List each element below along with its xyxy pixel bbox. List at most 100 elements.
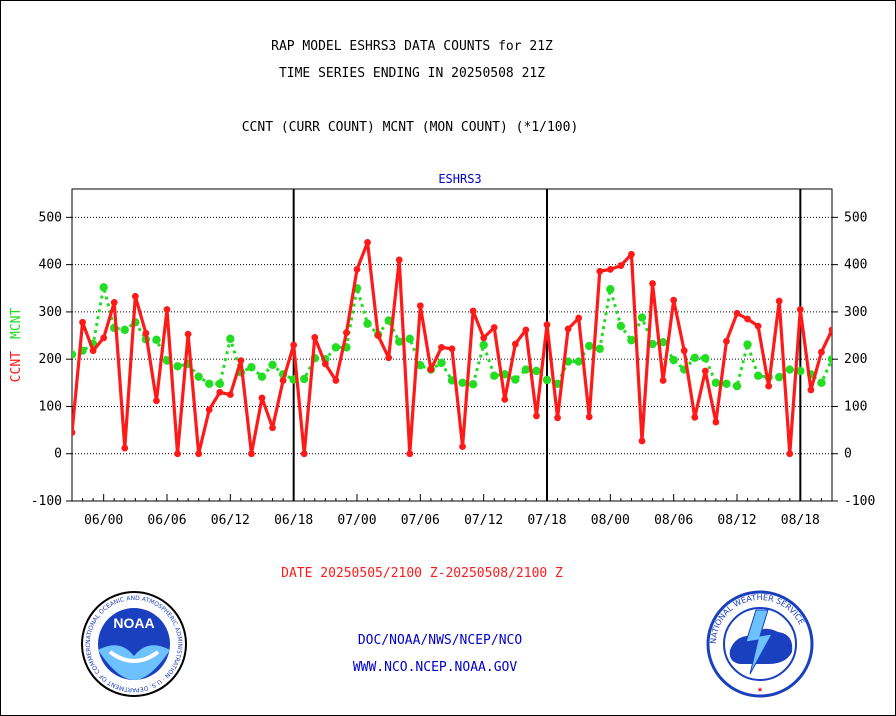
ccnt-point [680,347,688,355]
axes [66,188,838,502]
y-tick-label-left: -100 [31,494,62,509]
ccnt-point [786,450,794,458]
mcnt-point [521,365,531,374]
ccnt-point [226,391,234,399]
y-axis-label: CCNT MCNT [9,308,24,383]
ccnt-point [258,394,266,402]
mcnt-point [595,344,604,353]
mcnt-point [732,381,742,391]
y-tick-label-left: 0 [54,447,62,462]
mcnt-point [247,363,256,372]
mcnt-point [490,371,499,380]
mcnt-point [205,379,214,388]
mcnt-point [384,316,393,325]
mcnt-point [669,355,678,365]
ccnt-point [712,418,720,426]
ccnt-point [395,256,403,264]
ccnt-series [72,239,832,458]
ccnt-point [511,340,519,348]
ccnt-point [649,280,656,287]
mcnt-point [817,378,826,388]
ccnt-point [659,377,667,384]
mcnt-point [585,341,594,351]
ccnt-point [733,309,741,317]
ccnt-point [343,329,350,337]
ccnt-point [828,326,832,334]
mcnt-point [363,319,372,328]
ccnt-point [153,397,160,405]
mcnt-point [405,334,414,344]
ccnt-point [469,307,477,315]
ccnt-point [575,314,583,322]
ccnt-point [638,437,646,445]
mcnt-point [416,361,425,370]
mcnt-point [226,334,235,344]
ccnt-point [72,429,76,436]
mcnt-point [72,350,77,359]
x-tick-label: 07/00 [337,513,376,528]
ccnt-point [184,330,192,338]
ccnt-point [121,444,129,452]
mcnt-point [194,372,203,381]
y-tick-label-left: 400 [39,258,62,273]
website-link[interactable]: WWW.NCO.NCEP.NOAA.GOV [352,660,518,675]
y-tick-label-left: 100 [39,399,62,414]
mcnt-point [616,321,626,331]
y-tick-label-right: -100 [844,494,875,509]
ccnt-point [754,322,762,330]
y-tick-label-left: 200 [39,352,62,367]
ccnt-point [300,450,308,458]
y-tick-label-right: 0 [844,447,852,462]
svg-text:NOAA: NOAA [113,615,154,631]
ccnt-point [522,326,530,334]
chart-title-line1: RAP MODEL ESHRS3 DATA COUNTS for 21Z [271,39,553,54]
ccnt-point [818,348,825,356]
mcnt-point [120,325,129,335]
x-tick-label: 06/06 [147,513,186,528]
ccnt-point [353,265,361,273]
y-label-ccnt: CCNT [9,351,24,382]
ccnt-point [332,377,340,384]
chart-subtitle: CCNT (CURR COUNT) MCNT (MON COUNT) (*1/1… [241,120,579,135]
ccnt-point [543,321,551,329]
nws-logo: NATIONAL WEATHER SERVICE ★ [706,590,814,698]
ccnt-point [438,343,445,351]
mcnt-point [542,375,552,385]
mcnt-point [152,335,161,344]
mcnt-point [627,336,636,345]
ccnt-point [374,332,382,339]
x-tick-label: 07/18 [527,513,566,528]
ccnt-point [142,329,150,337]
ccnt-point [174,450,181,458]
ccnt-point [585,413,593,421]
mcnt-point [215,379,224,388]
mcnt-point [331,343,341,352]
ccnt-point [723,337,730,345]
x-tick-label: 08/12 [717,513,756,528]
ccnt-point [163,306,171,313]
ccnt-point [691,413,699,421]
ccnt-point [427,366,435,373]
y-label-mcnt: MCNT [9,308,24,339]
chart-title-line2: TIME SERIES ENDING IN 20250508 21Z [278,66,546,81]
mcnt-point [637,313,647,322]
ccnt-point [744,315,751,323]
ccnt-point [501,395,509,403]
mcnt-point [511,375,520,384]
y-tick-label-right: 200 [844,352,867,367]
mcnt-point [99,283,108,292]
ccnt-point [248,450,255,458]
ccnt-point [796,306,804,313]
x-tick-label: 06/00 [84,513,123,528]
plot-border [71,188,833,502]
org-path-link[interactable]: DOC/NOAA/NWS/NCEP/NCO [357,633,523,648]
mcnt-point [753,371,763,380]
ccnt-point [490,324,498,331]
x-tick-label: 06/12 [211,513,250,528]
ccnt-point [596,267,604,275]
x-tick-label: 07/12 [464,513,503,528]
ccnt-point [216,388,224,396]
mcnt-point [658,337,668,347]
mcnt-point [827,354,832,364]
